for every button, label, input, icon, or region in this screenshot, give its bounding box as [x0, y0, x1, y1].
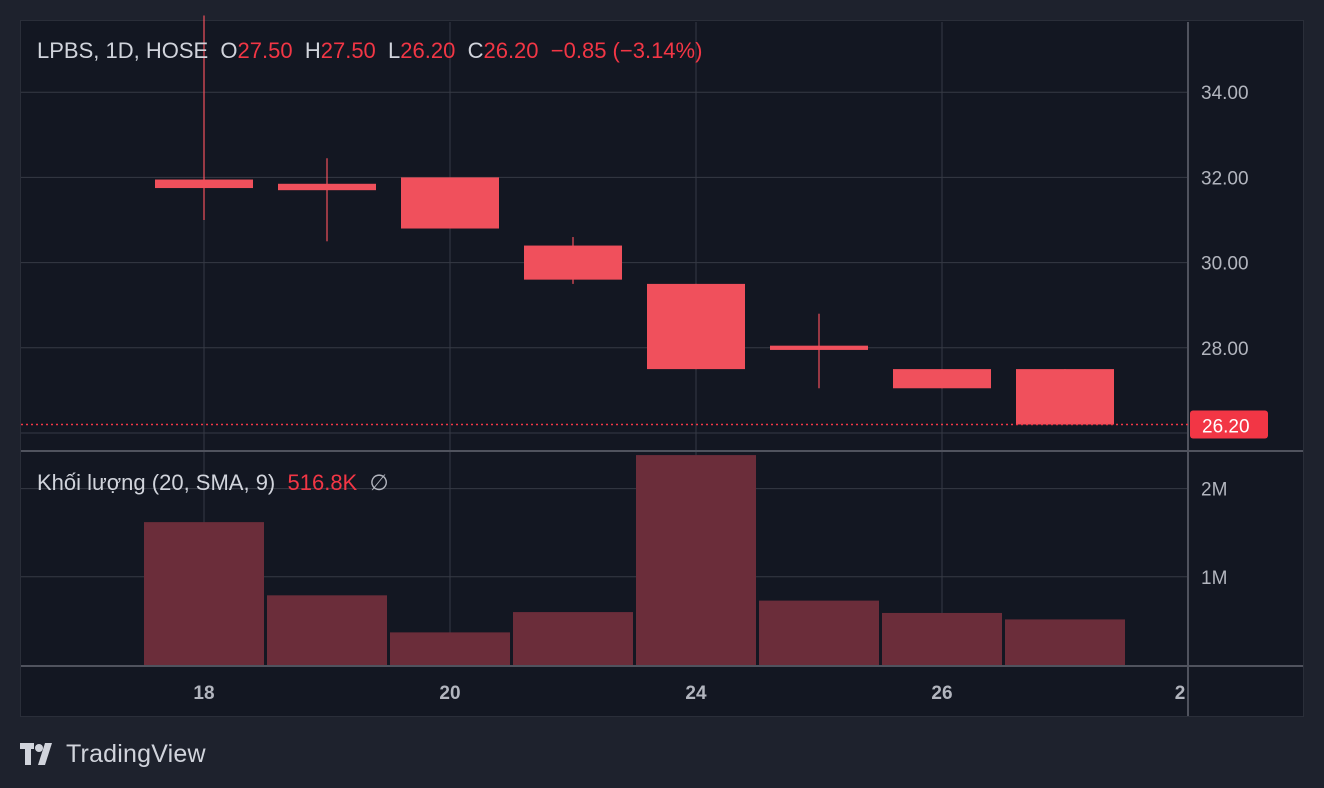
high-value: 27.50: [320, 38, 376, 63]
candle-body: [893, 369, 991, 389]
volume-tick-label: 2M: [1201, 480, 1227, 501]
volume-bar: [759, 600, 879, 665]
close-label: C: [467, 38, 484, 63]
volume-title: Khối lượng (20, SMA, 9): [37, 470, 276, 495]
low-value: 26.20: [400, 38, 456, 63]
volume-bar: [267, 595, 387, 665]
close-value: 26.20: [483, 38, 539, 63]
volume-tick-label: 1M: [1201, 568, 1227, 589]
volume-bars: [144, 455, 1125, 665]
last-price-label: 26.20: [1202, 416, 1250, 437]
volume-value: 516.8K: [287, 470, 358, 495]
price-tick-label: 28.00: [1201, 339, 1249, 360]
branding[interactable]: TradingView: [20, 738, 206, 770]
candle-body: [278, 183, 376, 191]
hide-volume-icon[interactable]: ∅: [369, 470, 389, 495]
candle-body: [155, 179, 253, 189]
last-price-badge: [1190, 410, 1268, 439]
change-value: −0.85 (−3.14%): [550, 38, 703, 63]
tradingview-logo-icon: [20, 743, 58, 765]
price-legend: LPBS, 1D, HOSE O27.50 H27.50 L26.20 C26.…: [37, 38, 702, 64]
candle-body: [647, 283, 745, 370]
low-label: L: [388, 38, 401, 63]
volume-bar: [636, 455, 756, 665]
open-value: 27.50: [237, 38, 293, 63]
time-tick-label: 24: [685, 683, 707, 704]
volume-bar: [144, 522, 264, 665]
candle-body: [770, 345, 868, 350]
price-tick-label: 30.00: [1201, 254, 1249, 275]
candle-body: [1016, 369, 1114, 425]
price-tick-label: 34.00: [1201, 83, 1249, 104]
volume-bar: [882, 612, 1002, 665]
time-tick-label: 2: [1175, 683, 1186, 704]
high-label: H: [304, 38, 321, 63]
time-tick-label: 26: [931, 683, 952, 704]
volume-bar: [390, 632, 510, 665]
axes: 34.00 32.00 30.00 28.00 2M 1M 26.20 18 20 24 26 2: [21, 22, 1303, 716]
volume-bar: [513, 612, 633, 665]
time-tick-label: 20: [439, 683, 460, 704]
open-label: O: [220, 38, 238, 63]
tradingview-logo-text: TradingView: [66, 739, 206, 768]
time-tick-label: 18: [193, 683, 214, 704]
candles: [155, 15, 1114, 425]
volume-legend: Khối lượng (20, SMA, 9) 516.8K ∅: [37, 470, 389, 496]
candle-body: [524, 245, 622, 280]
symbol-label: LPBS, 1D, HOSE: [37, 38, 209, 63]
candle-body: [401, 177, 499, 229]
price-tick-label: 32.00: [1201, 168, 1249, 189]
volume-bar: [1005, 619, 1125, 665]
